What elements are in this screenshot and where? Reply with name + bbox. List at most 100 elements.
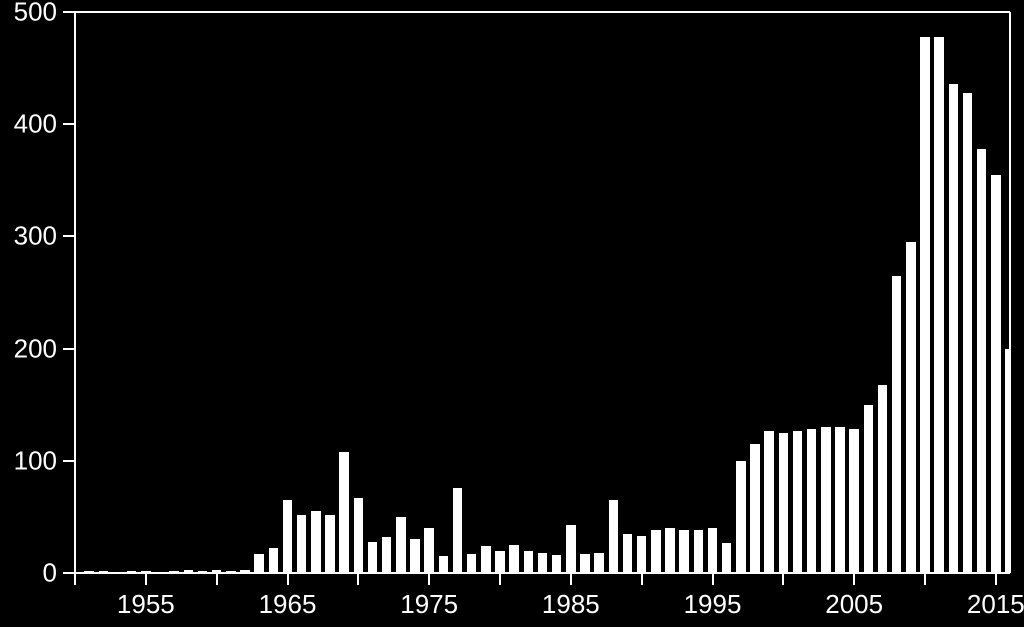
bar: [538, 553, 548, 573]
bar: [864, 405, 874, 573]
bar: [354, 498, 364, 573]
bar: [509, 545, 519, 573]
bar: [495, 551, 505, 573]
bar: [99, 571, 109, 573]
bar: [906, 242, 916, 573]
y-tick: [63, 348, 75, 350]
bar: [722, 543, 732, 573]
x-tick: [145, 573, 147, 585]
bar: [325, 515, 335, 573]
bar: [240, 570, 250, 573]
x-tick: [499, 573, 501, 585]
y-axis-line: [74, 12, 76, 573]
bar: [481, 546, 491, 573]
bar: [453, 488, 463, 573]
x-tick-label: 1965: [259, 589, 317, 620]
bar: [963, 93, 973, 573]
bar: [212, 570, 222, 573]
bar: [283, 500, 293, 573]
bar: [552, 555, 562, 573]
y-tick: [63, 460, 75, 462]
chart-canvas: 0 100 200 300 400 500 1955 1965 1975 1985 1995 2005…: [0, 0, 1024, 627]
bar: [594, 553, 604, 573]
x-tick: [216, 573, 218, 585]
bar: [297, 515, 307, 573]
bar: [934, 37, 944, 573]
bar: [764, 431, 774, 573]
x-tick-label: 2005: [825, 589, 883, 620]
bar: [821, 427, 831, 573]
bar: [368, 542, 378, 573]
y-tick-label: 100: [0, 445, 57, 476]
bar: [113, 572, 123, 573]
bar: [679, 530, 689, 573]
bar: [382, 537, 392, 573]
y-tick: [63, 235, 75, 237]
bar: [155, 572, 165, 573]
bar: [892, 276, 902, 573]
bar: [750, 444, 760, 573]
bar: [849, 429, 859, 573]
y-tick-label: 200: [0, 333, 57, 364]
bar: [779, 433, 789, 573]
y-tick-label: 0: [0, 558, 57, 589]
bar: [694, 530, 704, 573]
bar: [410, 539, 420, 573]
bar: [198, 571, 208, 573]
x-tick: [641, 573, 643, 585]
x-tick: [74, 573, 76, 585]
x-tick: [995, 573, 997, 585]
bar: [807, 429, 817, 573]
y-tick-label: 400: [0, 109, 57, 140]
x-tick: [712, 573, 714, 585]
bar: [269, 548, 279, 573]
x-tick: [357, 573, 359, 585]
bar: [424, 528, 434, 573]
bar: [949, 84, 959, 573]
bar: [977, 149, 987, 573]
bar: [708, 528, 718, 573]
bar: [75, 572, 80, 573]
bar: [793, 431, 803, 573]
bar: [665, 528, 675, 573]
x-tick-label: 1985: [542, 589, 600, 620]
bar: [226, 571, 236, 573]
bar: [878, 385, 888, 573]
x-tick-label: 1995: [684, 589, 742, 620]
bar: [651, 530, 661, 573]
bar: [524, 551, 534, 573]
bar: [637, 536, 647, 573]
x-tick: [924, 573, 926, 585]
x-tick: [570, 573, 572, 585]
bar: [920, 37, 930, 573]
bar: [169, 571, 179, 573]
bar: [254, 554, 264, 573]
bar: [609, 500, 619, 573]
x-tick-label: 1955: [117, 589, 175, 620]
bar: [396, 517, 406, 573]
bar: [311, 511, 321, 573]
y-tick-label: 500: [0, 0, 57, 28]
top-axis-line: [75, 11, 1010, 13]
y-tick: [63, 123, 75, 125]
x-tick: [853, 573, 855, 585]
bar: [127, 571, 137, 573]
bar: [991, 175, 1001, 573]
x-tick-label: 1975: [400, 589, 458, 620]
y-tick: [63, 11, 75, 13]
bar: [736, 461, 746, 573]
bar: [439, 556, 449, 573]
bar: [467, 554, 477, 573]
bar: [339, 452, 349, 573]
bar: [623, 534, 633, 573]
x-tick-label: 2015: [967, 589, 1024, 620]
x-tick: [428, 573, 430, 585]
y-tick-label: 300: [0, 221, 57, 252]
bar: [580, 554, 590, 573]
bar: [141, 571, 151, 573]
bar: [835, 427, 845, 573]
bar: [184, 570, 194, 573]
bar: [84, 571, 94, 573]
x-tick: [782, 573, 784, 585]
bar: [1005, 349, 1010, 573]
